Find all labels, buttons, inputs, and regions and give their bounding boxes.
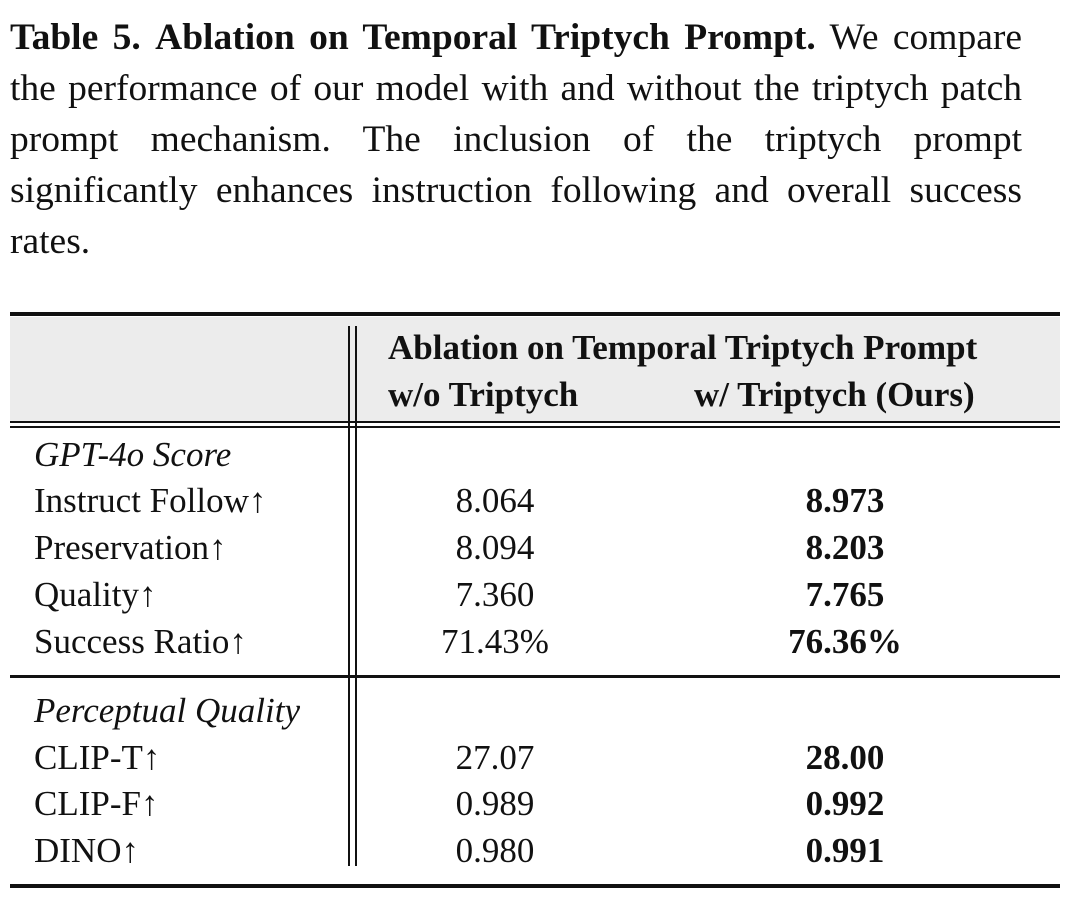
table-caption: Table 5. Ablation on Temporal Triptych P… [10, 12, 1022, 267]
caption-title: Ablation on Temporal Triptych Prompt. [155, 17, 816, 58]
row-label: DINO↑ [34, 831, 139, 870]
caption-label: Table 5. [10, 17, 141, 58]
row-label: Quality↑ [34, 575, 157, 614]
cell-best: 28.00 [805, 738, 885, 777]
header-rule-2 [10, 426, 1060, 428]
cell: 8.064 [455, 481, 535, 520]
column-divider [348, 326, 350, 866]
cell-best: 8.203 [805, 528, 885, 567]
column-header-wo: w/o Triptych [388, 375, 579, 414]
cell: 27.07 [455, 738, 535, 777]
row-label: Preservation↑ [34, 528, 227, 567]
section-rule [10, 675, 1060, 678]
caption-text: We compare the performance of our model … [10, 17, 1022, 262]
cell-best: 0.991 [805, 831, 885, 870]
cell-best: 76.36% [788, 622, 902, 661]
top-rule [10, 312, 1060, 316]
header-rule [10, 421, 1060, 423]
cell: 8.094 [455, 528, 535, 567]
row-label: CLIP-F↑ [34, 784, 159, 823]
column-divider-2 [355, 326, 357, 866]
row-label: CLIP-T↑ [34, 738, 161, 777]
column-header-w: w/ Triptych (Ours) [694, 375, 975, 414]
section-title: GPT-4o Score [34, 435, 232, 474]
cell-best: 7.765 [805, 575, 885, 614]
cell: 7.360 [455, 575, 535, 614]
cell: 71.43% [441, 622, 549, 661]
group-header: Ablation on Temporal Triptych Prompt [388, 328, 978, 367]
cell-best: 0.992 [805, 784, 885, 823]
cell: 0.989 [455, 784, 535, 823]
row-label: Instruct Follow↑ [34, 481, 267, 520]
bottom-rule [10, 884, 1060, 888]
cell-best: 8.973 [805, 481, 885, 520]
section-title: Perceptual Quality [34, 691, 300, 730]
row-label: Success Ratio↑ [34, 622, 247, 661]
cell: 0.980 [455, 831, 535, 870]
header-background [10, 317, 1060, 421]
